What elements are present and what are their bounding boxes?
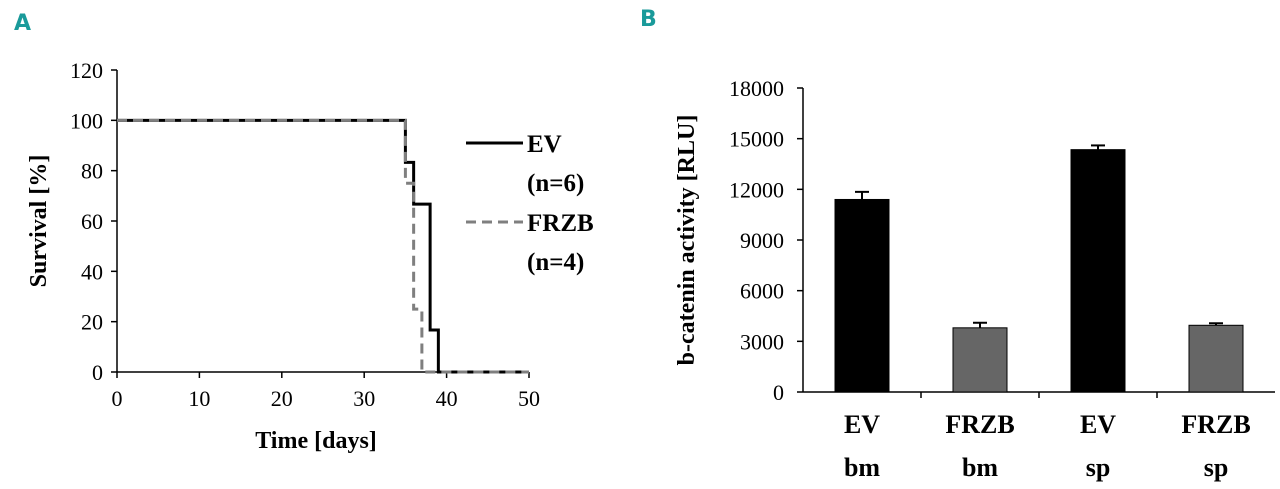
panel-a-survival-chart: A 0 20 40 60 80 100 120 0 10 20 30 40 50 EV (n=6) FRZB… [14, 11, 594, 454]
x-tick-label: 40 [436, 386, 458, 411]
legend-count-ev: (n=6) [527, 170, 584, 197]
panel-a-letter: A [14, 11, 31, 36]
survival-axes: 0 20 40 60 80 100 120 0 10 20 30 40 50 [70, 58, 540, 411]
y-tick-label: 20 [81, 310, 103, 335]
category-label-line1: EV [844, 410, 880, 439]
legend-label-frzb: FRZB [527, 210, 594, 237]
category-label-line2: sp [1204, 453, 1229, 482]
bar [1188, 324, 1244, 393]
bar-y-tick-label: 3000 [740, 329, 784, 354]
y-tick-label: 120 [70, 58, 103, 83]
y-tick-label: 40 [81, 259, 103, 284]
x-tick-label: 10 [188, 386, 210, 411]
panel-b-letter: B [640, 7, 657, 32]
x-tick-label: 0 [112, 386, 123, 411]
category-label-line1: EV [1080, 410, 1116, 439]
bar [952, 327, 1008, 393]
x-tick-label: 30 [353, 386, 375, 411]
y-tick-label: 0 [92, 360, 103, 385]
category-label-line2: bm [962, 453, 998, 482]
y-tick-label: 100 [70, 108, 103, 133]
bar-series [834, 144, 1244, 393]
x-tick-label: 20 [271, 386, 293, 411]
x-tick-label: 50 [518, 386, 540, 411]
legend-count-frzb: (n=4) [527, 249, 584, 276]
category-label-line1: FRZB [945, 410, 1014, 439]
y-tick-label: 80 [81, 159, 103, 184]
bar-y-tick-label: 6000 [740, 279, 784, 304]
x-axis-title: Time [days] [255, 428, 377, 454]
category-label-line2: sp [1086, 453, 1111, 482]
bar-y-tick-label: 9000 [740, 228, 784, 253]
bar-categories: EV bm FRZB bm EV sp FRZB sp [844, 410, 1251, 482]
survival-line-frzb [117, 118, 529, 374]
bar [1070, 149, 1126, 393]
y-tick-label: 60 [81, 209, 103, 234]
bar-y-tick-label: 0 [773, 380, 784, 405]
category-label-line2: bm [844, 453, 880, 482]
survival-legend: EV (n=6) FRZB (n=4) [466, 131, 594, 276]
bar-y-tick-label: 12000 [729, 177, 784, 202]
panel-b-bar-chart: B 0 3000 6000 9000 12000 15000 18000 EV bm FRZB b… [640, 7, 1275, 482]
category-label-line1: FRZB [1181, 410, 1250, 439]
bar-y-tick-label: 15000 [729, 127, 784, 152]
survival-series [117, 118, 529, 374]
bar-y-axis-title: b-catenin activity [RLU] [674, 115, 700, 366]
bar-y-tick-label: 18000 [729, 76, 784, 101]
bar [834, 198, 890, 393]
y-axis-title: Survival [%] [26, 155, 52, 288]
legend-label-ev: EV [527, 131, 562, 158]
survival-line-ev [117, 118, 529, 374]
